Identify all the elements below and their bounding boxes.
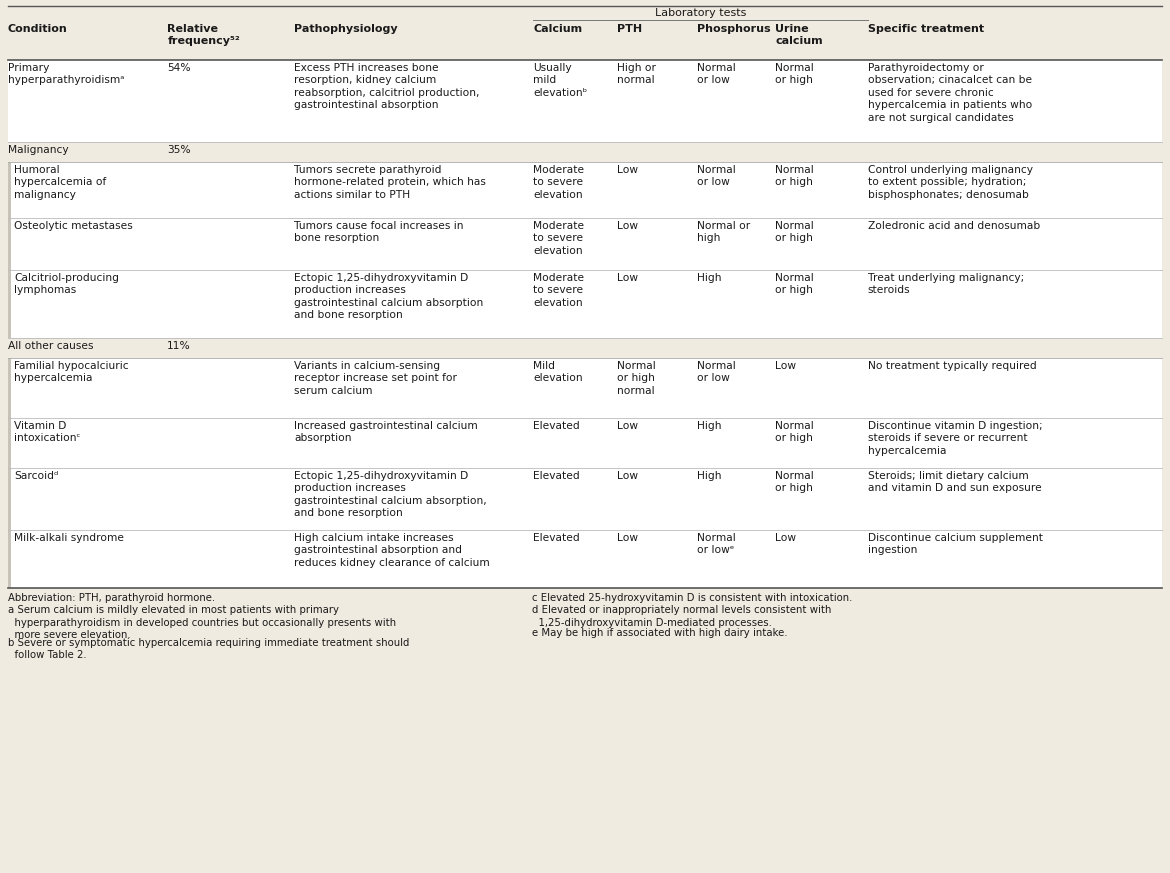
Text: Primary
hyperparathyroidismᵃ: Primary hyperparathyroidismᵃ: [8, 63, 124, 86]
Bar: [8, 60, 1162, 142]
Bar: [8, 358, 11, 418]
Text: c Elevated 25-hydroxyvitamin D is consistent with intoxication.: c Elevated 25-hydroxyvitamin D is consis…: [532, 593, 853, 603]
Bar: [8, 468, 1162, 530]
Text: Moderate
to severe
elevation: Moderate to severe elevation: [534, 165, 584, 200]
Text: Familial hypocalciuric
hypercalcemia: Familial hypocalciuric hypercalcemia: [14, 361, 129, 383]
Text: Ectopic 1,25-dihydroxyvitamin D
production increases
gastrointestinal calcium ab: Ectopic 1,25-dihydroxyvitamin D producti…: [294, 471, 487, 519]
Text: Discontinue calcium supplement
ingestion: Discontinue calcium supplement ingestion: [868, 533, 1042, 555]
Text: b Severe or symptomatic hypercalcemia requiring immediate treatment should
  fol: b Severe or symptomatic hypercalcemia re…: [8, 638, 409, 660]
Text: High: High: [697, 471, 722, 481]
Text: Low: Low: [618, 471, 639, 481]
Bar: [8, 418, 1162, 468]
Text: Mild
elevation: Mild elevation: [534, 361, 583, 383]
Text: Low: Low: [618, 165, 639, 175]
Text: No treatment typically required: No treatment typically required: [868, 361, 1037, 371]
Text: Low: Low: [776, 533, 797, 543]
Text: Osteolytic metastases: Osteolytic metastases: [14, 221, 132, 231]
Text: Low: Low: [618, 421, 639, 431]
Text: Normal
or high: Normal or high: [776, 471, 814, 493]
Text: 35%: 35%: [167, 145, 191, 155]
Text: Normal
or high: Normal or high: [776, 63, 814, 86]
Text: Normal or
high: Normal or high: [697, 221, 750, 244]
Text: Excess PTH increases bone
resorption, kidney calcium
reabsorption, calcitriol pr: Excess PTH increases bone resorption, ki…: [294, 63, 480, 110]
Text: Normal
or low: Normal or low: [697, 361, 736, 383]
Text: Low: Low: [618, 221, 639, 231]
Text: Elevated: Elevated: [534, 471, 580, 481]
Text: All other causes: All other causes: [8, 341, 94, 351]
Text: Milk-alkali syndrome: Milk-alkali syndrome: [14, 533, 124, 543]
Text: Variants in calcium-sensing
receptor increase set point for
serum calcium: Variants in calcium-sensing receptor inc…: [294, 361, 457, 395]
Text: Normal
or high: Normal or high: [776, 221, 814, 244]
Text: e May be high if associated with high dairy intake.: e May be high if associated with high da…: [532, 628, 787, 637]
Text: 54%: 54%: [167, 63, 191, 73]
Text: High calcium intake increases
gastrointestinal absorption and
reduces kidney cle: High calcium intake increases gastrointe…: [294, 533, 490, 567]
Text: Condition: Condition: [8, 24, 68, 34]
Bar: [8, 218, 11, 270]
Bar: [8, 162, 1162, 218]
Text: Normal
or low: Normal or low: [697, 63, 736, 86]
Text: Laboratory tests: Laboratory tests: [655, 8, 746, 18]
Text: PTH: PTH: [618, 24, 642, 34]
Text: Urine
calcium: Urine calcium: [776, 24, 823, 46]
Text: Moderate
to severe
elevation: Moderate to severe elevation: [534, 273, 584, 308]
Text: Tumors secrete parathyroid
hormone-related protein, which has
actions similar to: Tumors secrete parathyroid hormone-relat…: [294, 165, 486, 200]
Text: Low: Low: [776, 361, 797, 371]
Text: Zoledronic acid and denosumab: Zoledronic acid and denosumab: [868, 221, 1040, 231]
Text: High or
normal: High or normal: [618, 63, 656, 86]
Text: Sarcoidᵈ: Sarcoidᵈ: [14, 471, 59, 481]
Text: Normal
or high: Normal or high: [776, 165, 814, 188]
Bar: [8, 218, 1162, 270]
Text: Normal
or high
normal: Normal or high normal: [618, 361, 656, 395]
Text: Pathophysiology: Pathophysiology: [294, 24, 398, 34]
Text: Normal
or lowᵉ: Normal or lowᵉ: [697, 533, 736, 555]
Text: High: High: [697, 273, 722, 283]
Text: d Elevated or inappropriately normal levels consistent with
  1,25-dihydroxyvita: d Elevated or inappropriately normal lev…: [532, 605, 832, 628]
Text: Treat underlying malignancy;
steroids: Treat underlying malignancy; steroids: [868, 273, 1024, 295]
Text: 11%: 11%: [167, 341, 191, 351]
Text: Vitamin D
intoxicationᶜ: Vitamin D intoxicationᶜ: [14, 421, 81, 443]
Bar: [8, 338, 1162, 358]
Text: Humoral
hypercalcemia of
malignancy: Humoral hypercalcemia of malignancy: [14, 165, 106, 200]
Text: Phosphorus: Phosphorus: [697, 24, 771, 34]
Bar: [8, 162, 11, 218]
Bar: [8, 270, 1162, 338]
Text: Malignancy: Malignancy: [8, 145, 69, 155]
Text: Tumors cause focal increases in
bone resorption: Tumors cause focal increases in bone res…: [294, 221, 463, 244]
Bar: [8, 530, 11, 588]
Text: High: High: [697, 421, 722, 431]
Text: Normal
or high: Normal or high: [776, 273, 814, 295]
Text: Discontinue vitamin D ingestion;
steroids if severe or recurrent
hypercalcemia: Discontinue vitamin D ingestion; steroid…: [868, 421, 1042, 456]
Text: Parathyroidectomy or
observation; cinacalcet can be
used for severe chronic
hype: Parathyroidectomy or observation; cinaca…: [868, 63, 1032, 122]
Text: Low: Low: [618, 273, 639, 283]
Text: Control underlying malignancy
to extent possible; hydration;
bisphosphonates; de: Control underlying malignancy to extent …: [868, 165, 1033, 200]
Text: Abbreviation: PTH, parathyroid hormone.: Abbreviation: PTH, parathyroid hormone.: [8, 593, 215, 603]
Text: Normal
or low: Normal or low: [697, 165, 736, 188]
Text: Steroids; limit dietary calcium
and vitamin D and sun exposure: Steroids; limit dietary calcium and vita…: [868, 471, 1041, 493]
Text: Elevated: Elevated: [534, 421, 580, 431]
Bar: [8, 270, 11, 338]
Text: Calcitriol-producing
lymphomas: Calcitriol-producing lymphomas: [14, 273, 119, 295]
Text: Increased gastrointestinal calcium
absorption: Increased gastrointestinal calcium absor…: [294, 421, 477, 443]
Text: Elevated: Elevated: [534, 533, 580, 543]
Bar: [8, 418, 11, 468]
Bar: [8, 6, 1162, 22]
Text: Normal
or high: Normal or high: [776, 421, 814, 443]
Bar: [8, 142, 1162, 162]
Text: Low: Low: [618, 533, 639, 543]
Bar: [8, 530, 1162, 588]
Text: Calcium: Calcium: [534, 24, 583, 34]
Bar: [8, 358, 1162, 418]
Text: Usually
mild
elevationᵇ: Usually mild elevationᵇ: [534, 63, 587, 98]
Bar: [8, 22, 1162, 60]
Text: Relative
frequency⁵²: Relative frequency⁵²: [167, 24, 240, 46]
Text: Moderate
to severe
elevation: Moderate to severe elevation: [534, 221, 584, 256]
Bar: [8, 468, 11, 530]
Text: Ectopic 1,25-dihydroxyvitamin D
production increases
gastrointestinal calcium ab: Ectopic 1,25-dihydroxyvitamin D producti…: [294, 273, 483, 320]
Text: a Serum calcium is mildly elevated in most patients with primary
  hyperparathyr: a Serum calcium is mildly elevated in mo…: [8, 605, 397, 640]
Text: Specific treatment: Specific treatment: [868, 24, 984, 34]
